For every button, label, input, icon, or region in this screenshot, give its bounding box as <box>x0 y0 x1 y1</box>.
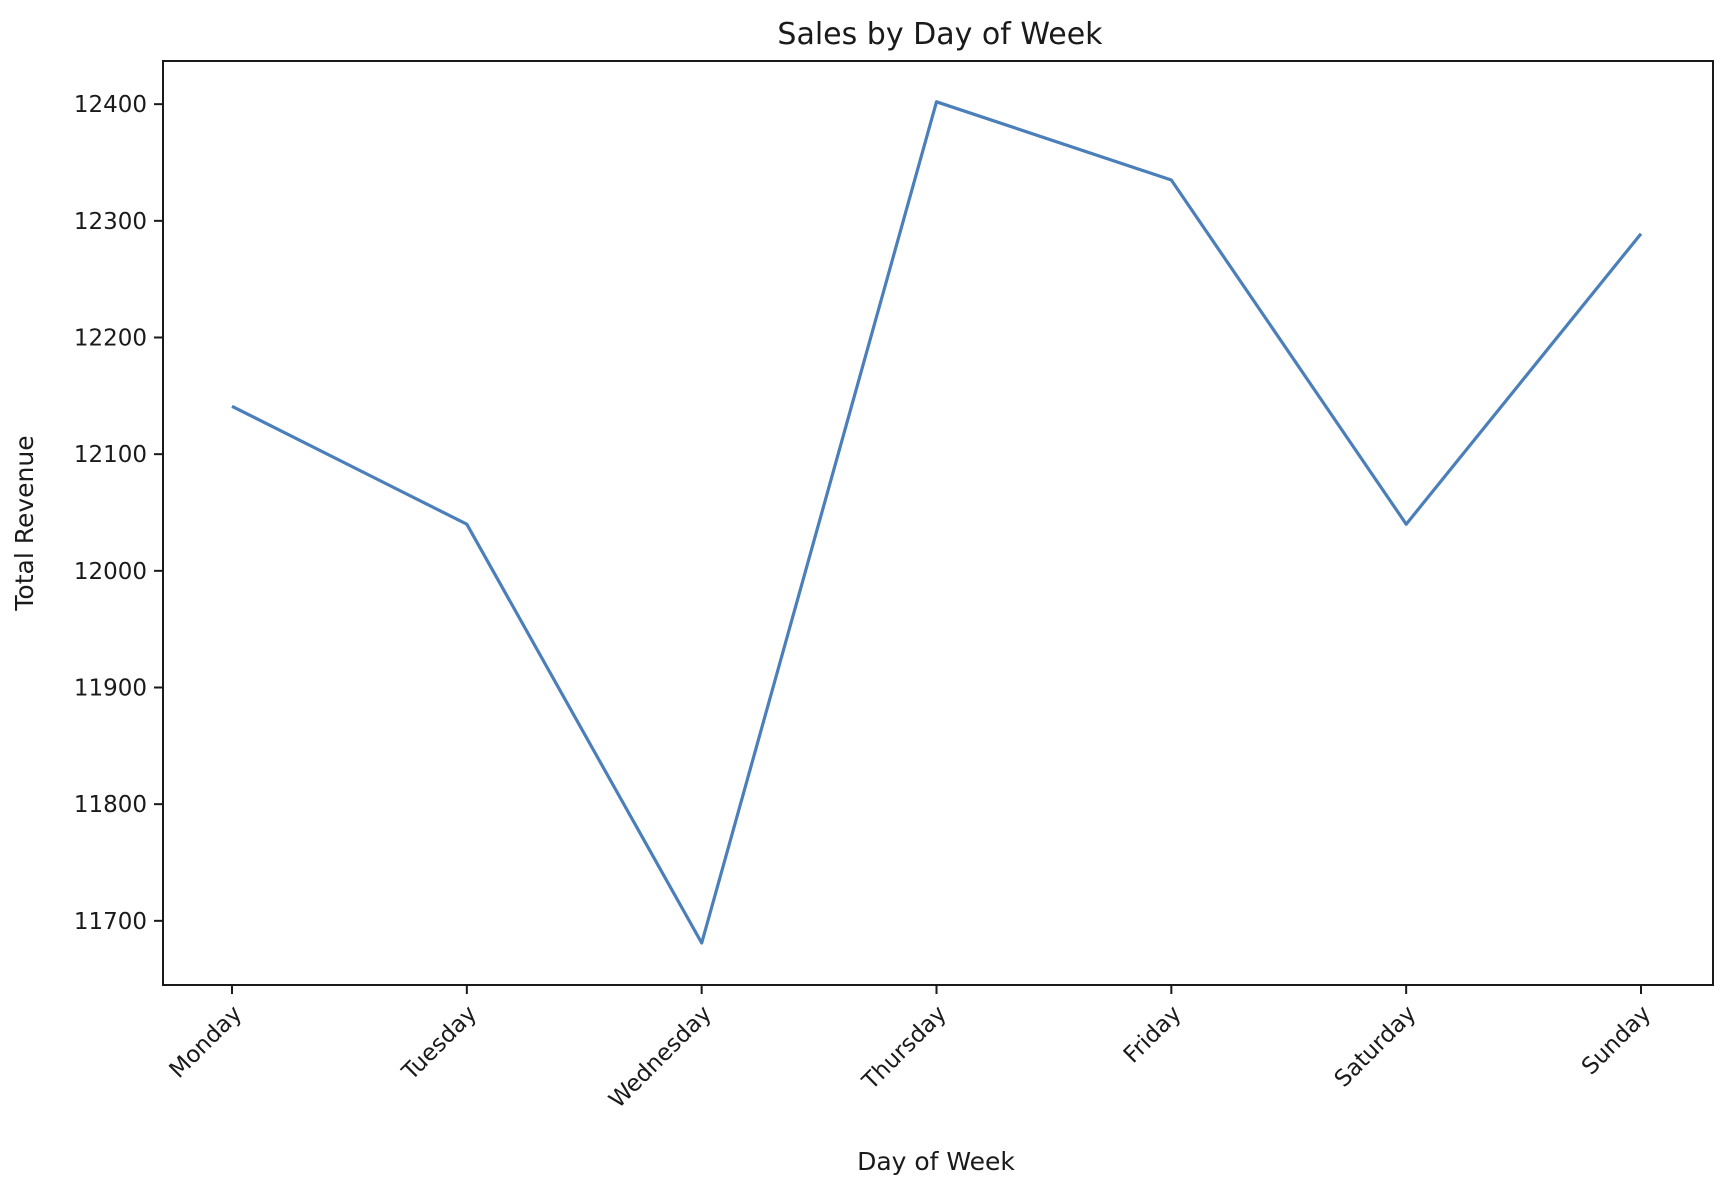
y-tick-label: 11800 <box>74 792 147 818</box>
y-tick-label: 12400 <box>74 92 147 118</box>
y-tick-label: 12300 <box>74 209 147 235</box>
y-axis-label: Total Revenue <box>10 435 39 611</box>
plot-area <box>231 100 1643 945</box>
y-tick-label: 11700 <box>74 909 147 935</box>
y-tick-label: 12100 <box>74 442 147 468</box>
y-tick-label: 11900 <box>74 676 147 702</box>
x-axis-label: Day of Week <box>857 1147 1015 1176</box>
y-axis: 11700 11800 11900 12000 12100 12200 12300 12400 <box>74 92 163 935</box>
chart-title: Sales by Day of Week <box>777 17 1103 52</box>
y-tick-label: 12000 <box>74 559 147 585</box>
series-line <box>231 100 1643 945</box>
y-tick-label: 12200 <box>74 326 147 352</box>
plot-frame <box>162 60 1714 986</box>
